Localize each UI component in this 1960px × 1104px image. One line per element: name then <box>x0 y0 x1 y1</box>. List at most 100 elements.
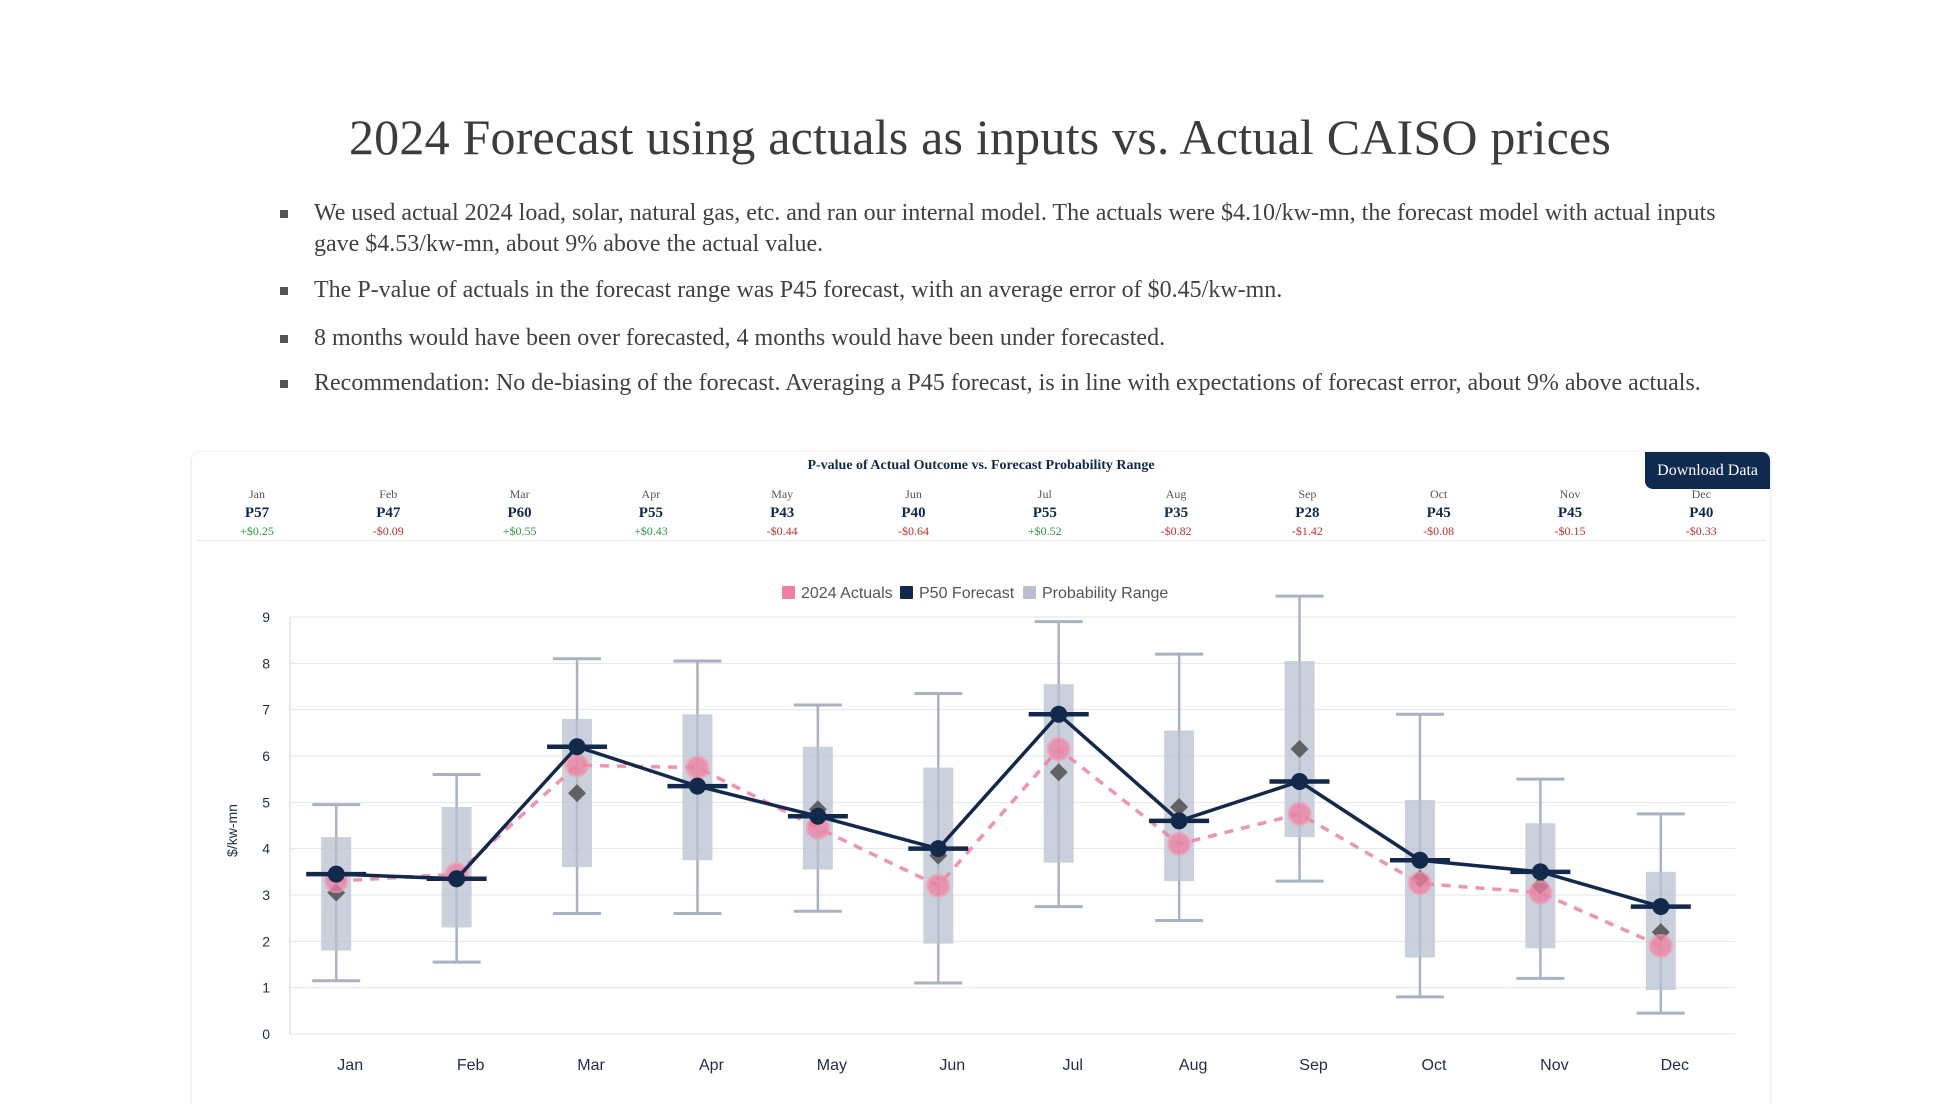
pvalue-cell-mar: Mar P60 +$0.55 <box>460 485 580 539</box>
pvalue-diff: -$0.15 <box>1554 524 1586 538</box>
pvalue-cell-jun: Jun P40 -$0.64 <box>854 485 974 539</box>
bullet-item: The P-value of actuals in the forecast r… <box>278 275 1738 306</box>
pvalue-month: May <box>771 487 794 501</box>
pvalue-value: P35 <box>1164 505 1189 521</box>
y-tick-label: 1 <box>262 980 270 996</box>
y-tick-label: 4 <box>262 841 270 857</box>
forecast-point <box>1652 898 1670 916</box>
y-tick-label: 6 <box>262 748 270 764</box>
x-tick-label: Feb <box>457 1057 485 1074</box>
pvalue-value: P43 <box>770 505 795 521</box>
y-tick-label: 0 <box>262 1026 270 1042</box>
pvalue-month: Jun <box>905 487 922 501</box>
x-tick-label: Jul <box>1062 1057 1082 1074</box>
legend-swatch <box>1023 586 1036 599</box>
pvalue-value: P57 <box>244 505 270 521</box>
y-tick-label: 9 <box>262 609 270 625</box>
forecast-point <box>1411 851 1429 869</box>
median-marker <box>1170 797 1189 816</box>
y-tick-label: 2 <box>262 933 270 949</box>
pvalue-value: P40 <box>1689 505 1714 521</box>
pvalue-month: Jan <box>249 487 265 501</box>
download-data-button[interactable]: Download Data <box>1645 452 1770 489</box>
pvalue-diff: -$0.44 <box>766 524 798 538</box>
pvalue-month: Feb <box>379 487 398 501</box>
pvalue-month: Nov <box>1559 487 1581 501</box>
pvalue-cell-sep: Sep P28 -$1.42 <box>1247 485 1367 539</box>
x-tick-label: Dec <box>1661 1057 1689 1074</box>
price-chart: 0 1 2 3 4 5 6 7 8 9 $/kw-mn Jan Feb Mar Apr May Jun Jul Au… <box>224 585 1735 1074</box>
pvalue-diff: -$0.33 <box>1685 524 1717 538</box>
x-tick-label: May <box>817 1057 847 1074</box>
pvalue-row: Jan P57 +$0.25 Feb P47 -$0.09 Mar P60 +$0.55 Apr P… <box>196 485 1766 541</box>
pvalue-diff: -$1.42 <box>1291 524 1323 538</box>
pvalue-cell-feb: Feb P47 -$0.09 <box>328 485 448 539</box>
pvalue-value: P60 <box>507 505 532 521</box>
forecast-point <box>1291 772 1309 790</box>
pvalue-month: Apr <box>641 487 661 501</box>
pvalue-month: Dec <box>1691 487 1711 501</box>
forecast-point <box>448 870 466 888</box>
bullet-item: We used actual 2024 load, solar, natural… <box>278 198 1738 260</box>
x-tick-label: Oct <box>1422 1057 1447 1074</box>
actuals-line <box>336 746 1662 948</box>
y-tick-label: 7 <box>262 702 270 718</box>
pvalue-month: Mar <box>509 487 530 501</box>
pvalue-cell-aug: Aug P35 -$0.82 <box>1116 485 1236 539</box>
pvalue-diff: +$0.43 <box>634 524 668 538</box>
forecast-point <box>809 807 827 825</box>
actual-point <box>1046 737 1071 762</box>
legend-label: P50 Forecast <box>919 585 1015 602</box>
legend-label: Probability Range <box>1042 585 1168 602</box>
pvalue-value: P47 <box>376 505 401 521</box>
forecast-point <box>688 777 706 795</box>
x-tick-label: Nov <box>1540 1057 1568 1074</box>
pvalue-cell-oct: Oct P45 -$0.08 <box>1379 485 1499 539</box>
forecast-point <box>1050 705 1068 723</box>
legend-swatch <box>900 586 913 599</box>
pvalue-cell-nov: Nov P45 -$0.15 <box>1510 485 1630 539</box>
x-tick-label: Mar <box>577 1057 605 1074</box>
pvalue-month: Oct <box>1430 487 1448 501</box>
pvalue-diff: -$0.09 <box>372 524 404 538</box>
y-tick-label: 5 <box>262 794 270 810</box>
forecast-point <box>1531 863 1549 881</box>
actual-point <box>685 755 710 780</box>
median-marker <box>1049 763 1068 782</box>
y-tick-label: 8 <box>262 655 270 671</box>
pvalue-cell-apr: Apr P55 +$0.43 <box>591 485 711 539</box>
pvalue-cell-jan: Jan P57 +$0.25 <box>197 485 317 539</box>
x-tick-label: Jan <box>337 1057 363 1074</box>
pvalue-cell-dec: Dec P40 -$0.33 <box>1641 485 1761 539</box>
y-tick-label: 3 <box>262 887 270 903</box>
actual-point <box>1407 871 1432 896</box>
bullet-item: 8 months would have been over forecasted… <box>278 323 1738 354</box>
pvalue-value: P45 <box>1426 505 1451 521</box>
pvalue-month: Jul <box>1037 487 1052 501</box>
pvalue-month: Aug <box>1165 487 1187 501</box>
forecast-point <box>929 840 947 858</box>
median-marker <box>1290 740 1309 759</box>
actual-point <box>1528 880 1553 905</box>
pvalue-cell-may: May P43 -$0.44 <box>722 485 842 539</box>
legend-label: 2024 Actuals <box>801 585 893 602</box>
forecast-point <box>568 738 586 756</box>
forecast-point <box>1170 812 1188 830</box>
y-axis-label: $/kw-mn <box>224 804 240 857</box>
pvalue-diff: +$0.25 <box>240 524 274 538</box>
pvalue-value: P55 <box>638 505 663 521</box>
x-tick-label: Apr <box>699 1057 725 1074</box>
pvalue-month: Sep <box>1298 487 1317 501</box>
legend-swatch <box>782 586 795 599</box>
slide-title: 2024 Forecast using actuals as inputs vs… <box>348 109 1612 165</box>
pvalue-diff: +$0.52 <box>1027 524 1062 538</box>
actual-point <box>1287 801 1312 826</box>
pvalue-diff: +$0.55 <box>502 524 537 538</box>
pvalue-title: P-value of Actual Outcome vs. Forecast P… <box>807 458 1155 473</box>
median-marker <box>568 784 587 803</box>
x-tick-label: Sep <box>1299 1057 1328 1074</box>
pvalue-value: P40 <box>901 505 926 521</box>
actual-point <box>1648 933 1673 958</box>
pvalue-value: P45 <box>1557 505 1583 521</box>
actual-point <box>1167 832 1192 857</box>
